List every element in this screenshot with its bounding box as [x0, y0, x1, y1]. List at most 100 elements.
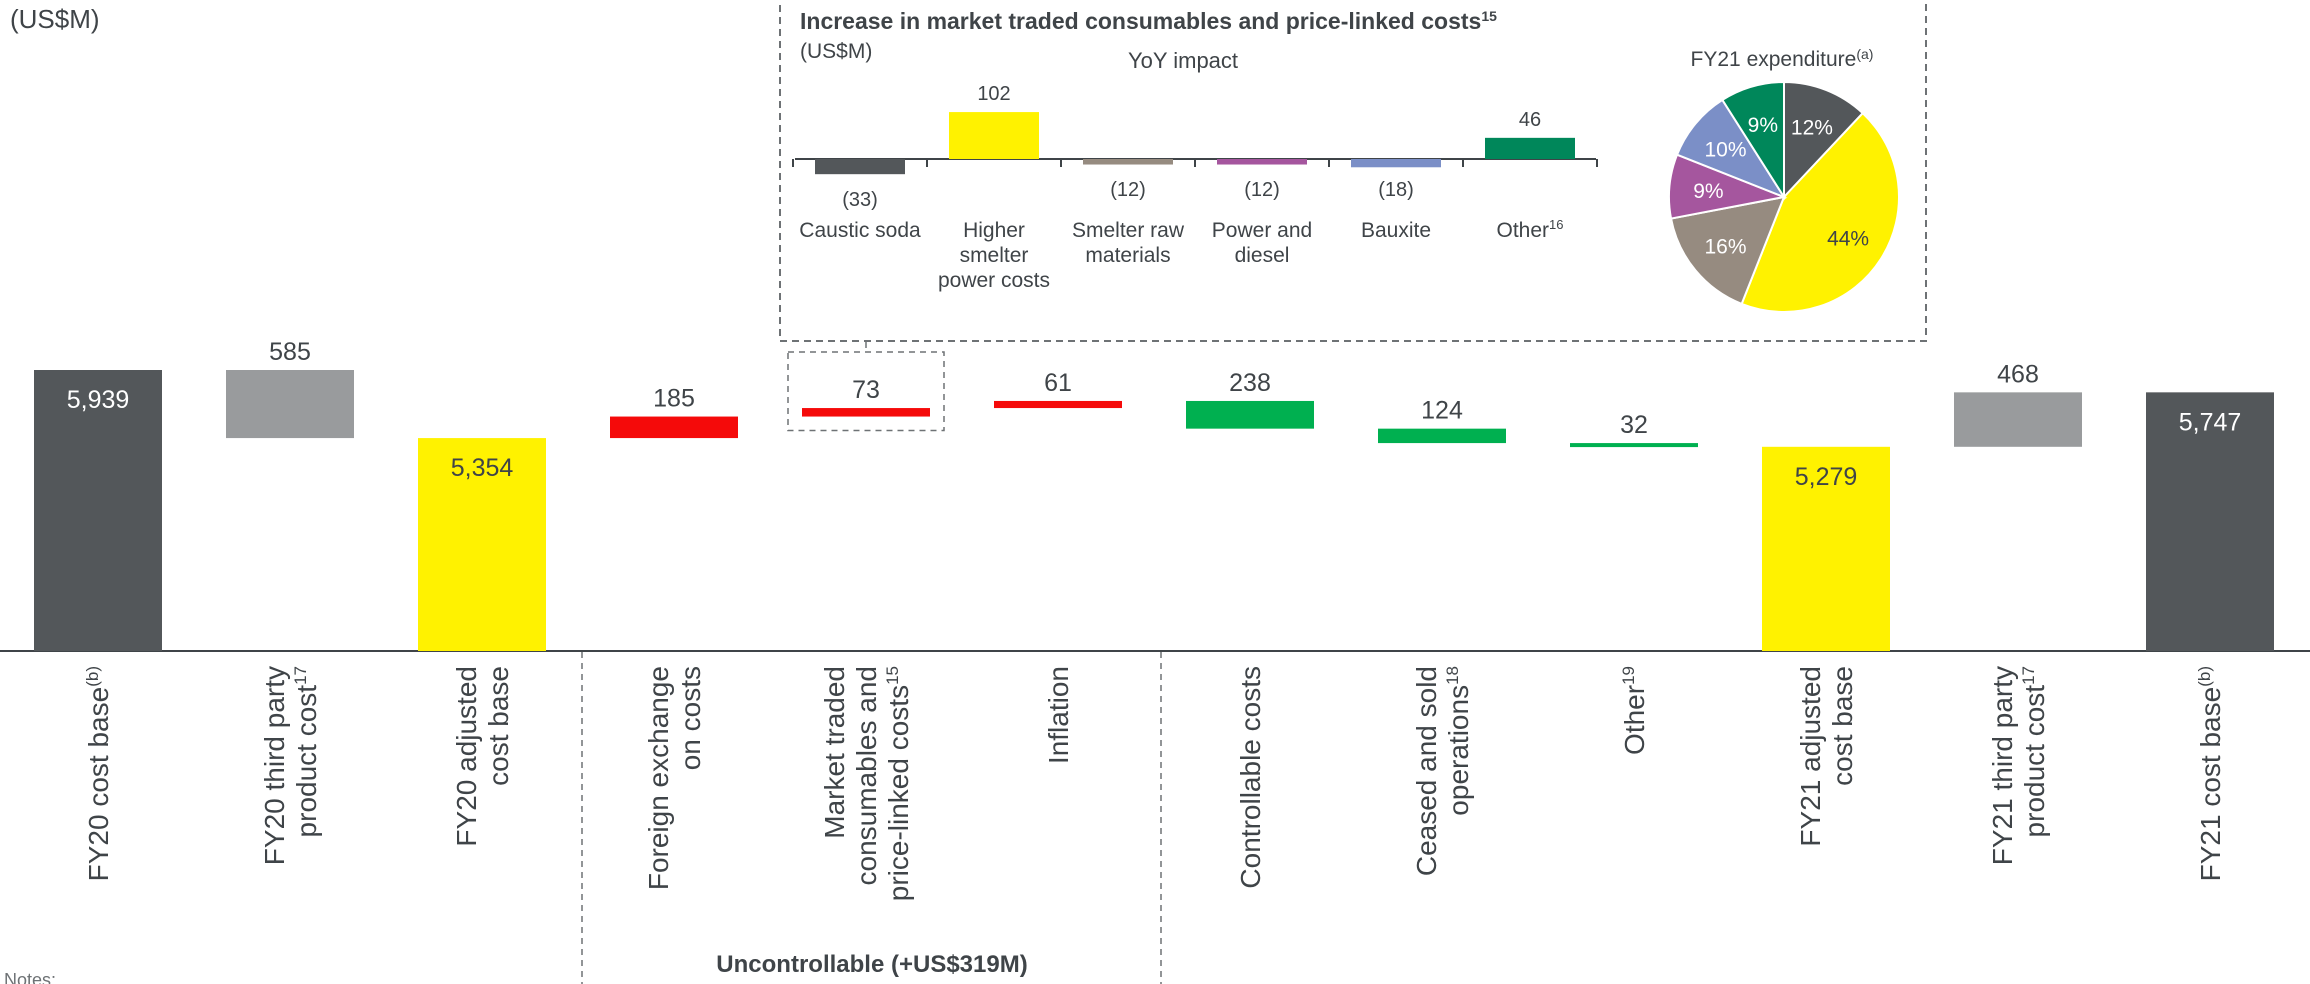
pie-chart: 12%44%16%9%10%9%: [1668, 80, 1900, 313]
category-label-sup: (b): [2195, 666, 2214, 687]
inset-category-line: Higher: [963, 219, 1025, 242]
category-label: Foreign exchangeon costs: [643, 666, 706, 890]
waterfall-chart: 5,939 585 5,354 185 73 61 238 124 32 5,279 468 5,74…: [0, 338, 2310, 984]
category-label-line: Foreign exchange: [643, 666, 674, 890]
pie-slice: [1675, 98, 1787, 200]
category-label-line: Other: [1619, 685, 1650, 755]
pie-slice-label: 10%: [1705, 139, 1747, 162]
category-label: Controllable costs: [1235, 666, 1266, 889]
waterfall-bar: [802, 408, 930, 417]
inset-bar-chart: (33) Caustic soda 102 Higher smelter power co…: [792, 83, 1598, 292]
waterfall-bar: [1954, 392, 2082, 447]
category-label-sup: 17: [2019, 666, 2038, 685]
waterfall-value-label: 124: [1421, 397, 1463, 425]
inset-category-line: power costs: [938, 269, 1050, 292]
inset-category-label: Smelter raw materials: [1072, 219, 1185, 267]
inset-category-line: smelter: [960, 244, 1029, 267]
waterfall-value-label: 185: [653, 385, 695, 413]
category-label-line: FY21 cost base: [2195, 687, 2226, 882]
pie-slice: [1669, 195, 1786, 306]
inset-category-label: Power and diesel: [1212, 219, 1312, 267]
notes-label: Notes:: [4, 970, 56, 984]
inset-bar: [1083, 159, 1173, 165]
waterfall-value-label: 61: [1044, 369, 1072, 397]
inset-category-line: Power and: [1212, 219, 1312, 242]
category-label: Ceased and soldoperations18: [1411, 666, 1474, 876]
category-label-line: FY20 adjusted: [451, 666, 482, 847]
waterfall-bar: [610, 416, 738, 439]
inset-value-label: (18): [1378, 179, 1414, 201]
waterfall-value-label: 73: [852, 376, 880, 404]
waterfall-bar: [34, 370, 162, 651]
waterfall-value-label: 238: [1229, 369, 1271, 397]
category-label: FY21 third partyproduct cost17: [1987, 666, 2050, 865]
inset-value-label: 46: [1519, 109, 1541, 131]
inset-category-label: Caustic soda: [799, 219, 921, 242]
category-label-sup: 15: [883, 666, 902, 685]
category-label-line: FY20 cost base: [83, 687, 114, 882]
waterfall-bar: [1762, 446, 1890, 651]
category-label-line: product cost: [291, 685, 322, 838]
inset-category-line: Other: [1497, 219, 1550, 242]
inset-category-label: Higher smelter power costs: [938, 219, 1050, 292]
waterfall-value-label: 468: [1997, 360, 2039, 388]
waterfall-bar: [2146, 392, 2274, 651]
category-label-sup: 19: [1619, 666, 1638, 685]
waterfall-bar: [226, 370, 354, 439]
category-label-line: product cost: [2019, 685, 2050, 838]
category-label-line: Inflation: [1043, 666, 1074, 764]
inset-category-line: materials: [1085, 244, 1170, 267]
waterfall-bar: [418, 438, 546, 651]
waterfall-value-label: 5,279: [1795, 463, 1858, 491]
pie-slice-label: 12%: [1791, 116, 1833, 139]
category-label-line: FY21 third party: [1987, 666, 2018, 865]
waterfall-value-label: 32: [1620, 411, 1648, 439]
pie-title: FY21 expenditure(a): [1691, 46, 1874, 71]
category-label: Market tradedconsumables andprice-linked…: [819, 666, 914, 901]
category-label: FY21 adjustedcost base: [1795, 666, 1858, 847]
category-label-line: Market traded: [819, 666, 850, 839]
category-label-line: Ceased and sold: [1411, 666, 1442, 876]
category-label: Inflation: [1043, 666, 1074, 764]
inset-subtitle: (US$M): [800, 40, 872, 63]
category-label-line: FY20 third party: [259, 666, 290, 865]
pie-slice-label: 9%: [1693, 180, 1723, 203]
category-label: FY21 cost base(b): [2195, 666, 2226, 881]
waterfall-value-label: 5,747: [2179, 408, 2242, 436]
category-label-line: operations: [1443, 685, 1474, 816]
category-label-line: Controllable costs: [1235, 666, 1266, 889]
group-label: Uncontrollable (+US$319M): [716, 951, 1027, 978]
waterfall-bar: [1570, 443, 1698, 448]
waterfall-bar: [1186, 400, 1314, 429]
inset-bar: [815, 159, 905, 175]
category-label-sup: 17: [291, 666, 310, 685]
category-label-sup: (b): [83, 666, 102, 687]
inset-panel: Increase in market traded consumables an…: [779, 0, 1927, 342]
inset-category-sup: 16: [1549, 217, 1563, 232]
category-label-line: cost base: [483, 666, 514, 786]
inset-value-label: 102: [977, 83, 1010, 105]
inset-category-line: diesel: [1235, 244, 1290, 267]
inset-category-line: Caustic soda: [799, 219, 921, 242]
pie-slice-label: 9%: [1748, 114, 1778, 137]
inset-bar: [1217, 159, 1307, 165]
waterfall-bar: [994, 400, 1122, 409]
inset-category-label: Other16: [1497, 217, 1564, 242]
pie-slice: [1720, 80, 1785, 201]
category-label-line: on costs: [675, 666, 706, 770]
unit-label: (US$M): [10, 4, 100, 34]
category-label-sup: 18: [1443, 666, 1462, 685]
inset-category-line: Smelter raw: [1072, 219, 1185, 242]
waterfall-value-label: 585: [269, 338, 311, 366]
inset-category-label: Bauxite: [1361, 219, 1431, 242]
pie-slice-label: 16%: [1705, 235, 1747, 258]
pie-slice-label: 44%: [1827, 228, 1869, 251]
inset-x-label: YoY impact: [1128, 48, 1238, 73]
inset-bar: [1351, 159, 1441, 168]
category-label: FY20 cost base(b): [83, 666, 114, 881]
category-label-line: price-linked costs: [883, 685, 914, 901]
inset-bar: [949, 112, 1039, 159]
inset-category-line: Bauxite: [1361, 219, 1431, 242]
inset-value-label: (12): [1244, 179, 1280, 201]
category-label-line: consumables and: [851, 666, 882, 885]
